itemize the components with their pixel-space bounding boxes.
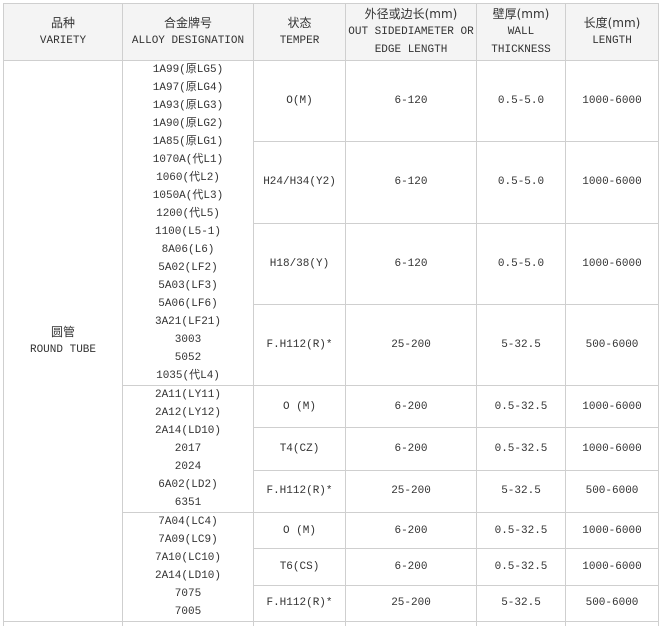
alloy-list: 1A99(原LG5)1A97(原LG4)1A93(原LG3)1A90(原LG2)…: [123, 61, 254, 386]
alloy-item: 7005: [123, 603, 253, 621]
alloy-item: 1A99(原LG5): [123, 61, 253, 79]
alloy-item: 7A09(LC9): [123, 531, 253, 549]
wall-thickness-cell: 0.5-32.5: [477, 428, 566, 470]
length-cell: 1000-6000: [566, 386, 659, 428]
wall-thickness-cell: 0.5-32.5: [477, 549, 566, 585]
temper-cell: H24/H34(Y2): [254, 142, 346, 223]
alloy-item: 2A14(LD10): [123, 422, 253, 440]
header-cn: 壁厚(mm): [477, 5, 565, 23]
diameter-cell: 25-200: [346, 585, 477, 621]
header-en: WALL THICKNESS: [477, 23, 565, 59]
length-cell: 1000-6000: [566, 61, 659, 142]
alloy-item: 1060(代L2): [123, 169, 253, 187]
alloy-item: 5A02(LF2): [123, 259, 253, 277]
length-cell: 1000-6000: [566, 513, 659, 549]
diameter-cell: 25-200: [346, 304, 477, 385]
header-en: TEMPER: [254, 32, 345, 50]
diameter-cell: 6-200: [346, 549, 477, 585]
header-cn: 合金牌号: [123, 14, 253, 32]
header-cn: 长度(mm): [566, 14, 658, 32]
alloy-item: 1100(L5-1): [123, 223, 253, 241]
alloy-item: 7A10(LC10): [123, 549, 253, 567]
wall-thickness-cell: 5-32.5: [477, 470, 566, 512]
wall-thickness-cell: 0.5-5.0: [477, 142, 566, 223]
wall-thickness-cell: 0.5-32.5: [477, 386, 566, 428]
alloy-item: 1A97(原LG4): [123, 79, 253, 97]
alloy-item: 1A90(原LG2): [123, 115, 253, 133]
diameter-cell: 6-200: [346, 513, 477, 549]
alloy-item: 3A21(LF21): [123, 313, 253, 331]
length-cell: 500-6000: [566, 304, 659, 385]
temper-cell: T4(CZ): [254, 428, 346, 470]
header-en: LENGTH: [566, 32, 658, 50]
header-outside-diameter: 外径或边长(mm)OUT SIDEDIAMETER OR EDGE LENGTH: [346, 4, 477, 61]
length-cell: 1000-6000: [566, 142, 659, 223]
temper-cell: O (M): [254, 513, 346, 549]
length-cell: 1000-6000: [566, 428, 659, 470]
length-cell: 500-6000: [566, 470, 659, 512]
length-cell: 1000-6000: [566, 223, 659, 304]
temper-cell: O (M): [254, 386, 346, 428]
alloy-item: 2024: [123, 458, 253, 476]
variety-cn: 圆管: [4, 323, 122, 341]
alloy-item: 1035(代L4): [123, 367, 253, 385]
alloy-item: 5052: [123, 349, 253, 367]
alloy-item: 6A02(LD2): [123, 476, 253, 494]
alloy-item: 1A85(原LG1): [123, 133, 253, 151]
diameter-cell: 6-120: [346, 142, 477, 223]
header-cn: 品种: [4, 14, 122, 32]
header-en: ALLOY DESIGNATION: [123, 32, 253, 50]
alloy-item: 7A04(LC4): [123, 513, 253, 531]
wall-thickness-cell: 0.5-5.0: [477, 61, 566, 142]
temper-cell: H18/38(Y): [254, 223, 346, 304]
alloy-item: 3003: [123, 331, 253, 349]
temper-cell: T6(CS): [254, 549, 346, 585]
alloy-item: 2A11(LY11): [123, 386, 253, 404]
alloy-item: 2A12(LY12): [123, 404, 253, 422]
temper-cell: F.H112(R)*: [254, 304, 346, 385]
alloy-item: 5A06(LF6): [123, 295, 253, 313]
alloy-item: 8A06(L6): [123, 241, 253, 259]
alloy-item: 1070A(代L1): [123, 151, 253, 169]
diameter-cell: 6-120: [346, 223, 477, 304]
length-cell: 1000-6000: [566, 549, 659, 585]
diameter-cell: 6-120: [346, 61, 477, 142]
alloy-item: 1050A(代L3): [123, 187, 253, 205]
header-cn: 状态: [254, 14, 345, 32]
header-en: OUT SIDEDIAMETER OR EDGE LENGTH: [346, 23, 476, 59]
header-length: 长度(mm)LENGTH: [566, 4, 659, 61]
diameter-cell: 6-200: [346, 428, 477, 470]
alloy-item: 6351: [123, 494, 253, 512]
temper-cell: O(M): [254, 61, 346, 142]
alloy-list: 7A04(LC4)7A09(LC9)7A10(LC10)2A14(LD10)70…: [123, 513, 254, 622]
wall-thickness-cell: 5-32.5: [477, 585, 566, 621]
header-wall-thickness: 壁厚(mm)WALL THICKNESS: [477, 4, 566, 61]
temper-cell: F.H112(R)*: [254, 585, 346, 621]
diameter-cell: 25-200: [346, 470, 477, 512]
wall-thickness-cell: 5-32.5: [477, 304, 566, 385]
wall-thickness-cell: 0.5-5.0: [477, 223, 566, 304]
variety-en: ROUND TUBE: [4, 341, 122, 359]
header-en: VARIETY: [4, 32, 122, 50]
alloy-item: 2A14(LD10): [123, 567, 253, 585]
alloy-item: 2017: [123, 440, 253, 458]
length-cell: 500-6000: [566, 585, 659, 621]
header-cn: 外径或边长(mm): [346, 5, 476, 23]
alloy-item: 1200(代L5): [123, 205, 253, 223]
diameter-cell: 6-200: [346, 386, 477, 428]
temper-cell: F.H112(R)*: [254, 470, 346, 512]
alloy-item: 5A03(LF3): [123, 277, 253, 295]
wall-thickness-cell: 0.5-32.5: [477, 513, 566, 549]
alloy-item: 7075: [123, 585, 253, 603]
alloy-item: 1A93(原LG3): [123, 97, 253, 115]
